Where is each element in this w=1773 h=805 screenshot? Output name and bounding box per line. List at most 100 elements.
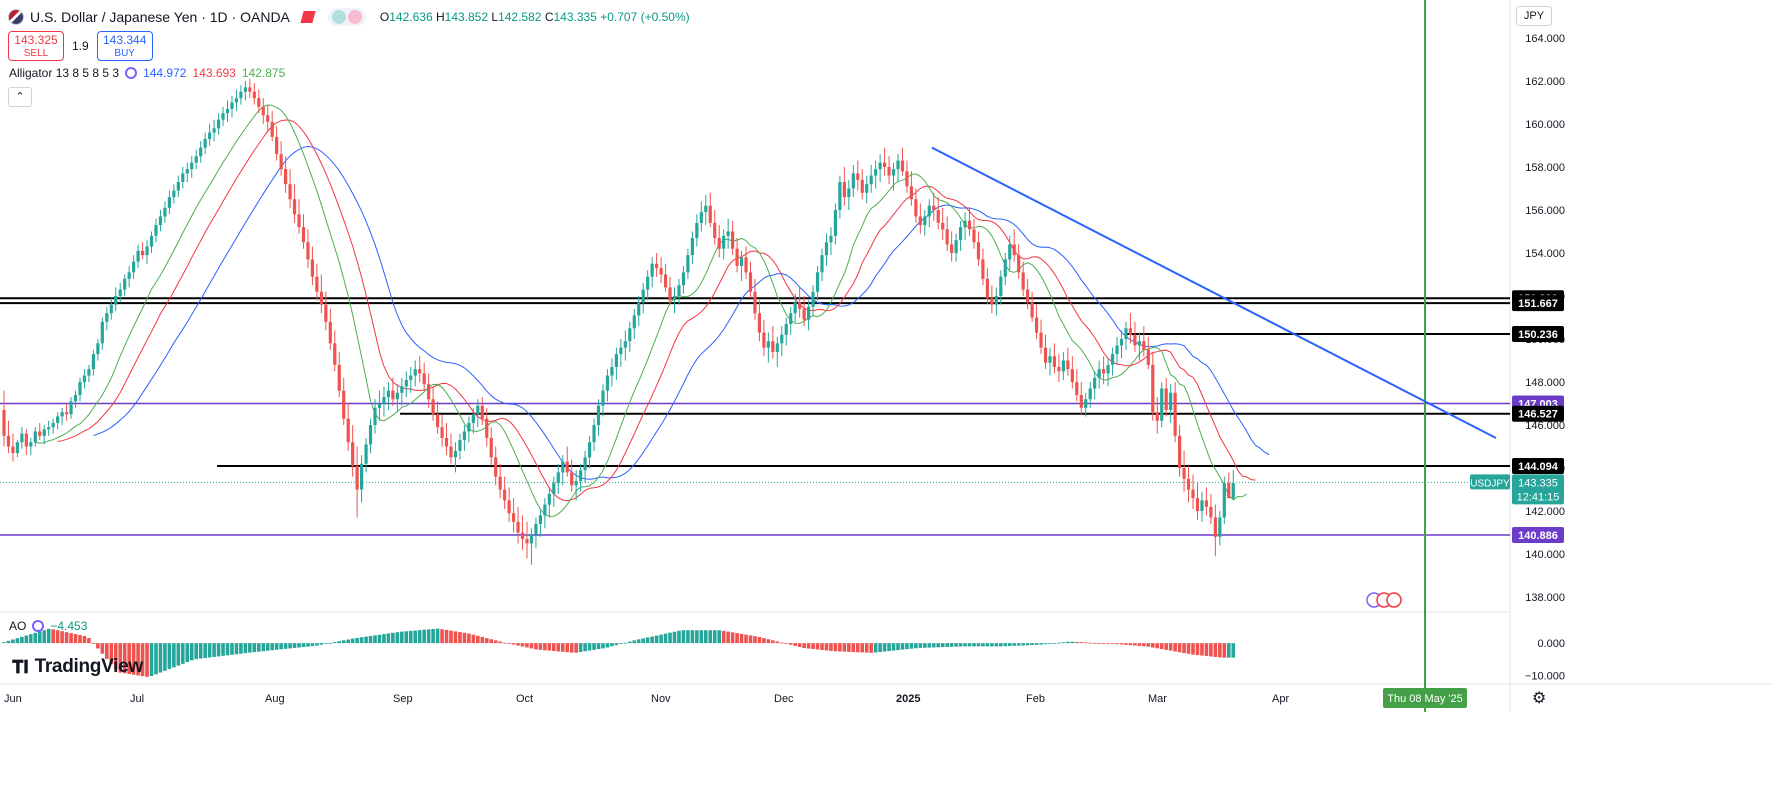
ao-bar	[1209, 643, 1213, 657]
date-marker-label: Thu 08 May '25	[1387, 693, 1462, 705]
candle-body	[498, 476, 502, 490]
candle-body	[440, 427, 444, 438]
ao-bar	[131, 643, 136, 675]
ohlc-low-label: L	[491, 10, 499, 24]
alligator-lips-value: 142.875	[241, 66, 286, 80]
ao-bar	[163, 643, 167, 671]
candle-body	[972, 229, 976, 243]
ao-bar	[905, 643, 909, 650]
candle-body	[914, 199, 918, 217]
candle-body	[534, 523, 538, 535]
trendline-group[interactable]	[931, 146, 1497, 439]
ao-bar	[444, 629, 449, 644]
ao-bar	[91, 643, 96, 644]
ao-bar	[659, 634, 663, 644]
ao-bar	[395, 632, 400, 644]
buy-button[interactable]: 143.344 BUY	[96, 31, 153, 61]
ao-bar	[1052, 643, 1057, 644]
candle-body	[15, 442, 20, 454]
candle-body	[990, 298, 994, 305]
ao-bar	[198, 643, 203, 659]
candle-body	[869, 175, 873, 185]
candle-body	[494, 457, 498, 477]
candle-body	[1227, 483, 1231, 499]
ao-bar	[194, 643, 199, 660]
candle-body	[1218, 517, 1222, 537]
candle-body	[467, 422, 471, 432]
ao-bar	[453, 631, 458, 644]
ohlc-close: 143.335	[553, 10, 597, 24]
candle-body	[1034, 317, 1039, 333]
ao-bar	[82, 635, 87, 644]
ao-bar	[292, 643, 297, 648]
candle-body	[324, 304, 328, 322]
ao-bar	[516, 643, 520, 646]
gear-icon[interactable]: ⚙	[1532, 690, 1547, 707]
candle-body	[1209, 506, 1213, 518]
candle-body	[1155, 412, 1159, 421]
candle-body	[708, 205, 712, 223]
symbol-title[interactable]: U.S. Dollar / Japanese Yen · 1D · OANDA	[30, 9, 290, 25]
candle-body	[1133, 334, 1137, 346]
candle-body	[56, 416, 60, 423]
candle-body	[1204, 500, 1209, 507]
alligator-lips-line	[35, 104, 1247, 517]
alligator-jaw-line	[93, 145, 1270, 480]
buy-label: BUY	[114, 48, 135, 59]
ao-bar	[779, 642, 784, 644]
candle-body	[364, 444, 368, 464]
market-status-icon	[300, 11, 316, 23]
ao-bar	[556, 643, 561, 652]
ao-bar	[408, 630, 413, 644]
time-axis[interactable]: Jun Jul Aug Sep Oct Nov Dec 2025 Feb Mar Apr	[4, 693, 1289, 705]
candle-body	[1079, 394, 1083, 408]
ao-bar	[525, 643, 529, 648]
ao-bar	[592, 643, 596, 650]
ao-bar	[355, 637, 359, 644]
symbol-badge	[1470, 474, 1510, 490]
candle-body	[632, 315, 636, 329]
ao-bar	[511, 643, 516, 645]
indicator-toggle-pill[interactable]	[327, 8, 366, 26]
ao-bar	[337, 641, 342, 644]
alligator-legend[interactable]: Alligator 13 8 5 8 5 3 144.972 143.693 1…	[9, 66, 285, 80]
ao-legend[interactable]: AO −4.453	[9, 619, 87, 633]
ao-bar	[614, 643, 619, 646]
sell-label: SELL	[23, 48, 49, 59]
ao-bar	[328, 642, 333, 644]
ao-bar	[118, 643, 123, 673]
currency-button[interactable]: JPY	[1516, 6, 1552, 26]
collapse-legend-chevron-up-icon[interactable]: ⌃	[8, 87, 32, 107]
ao-bar	[248, 643, 252, 653]
candle-body	[1021, 272, 1025, 290]
ao-bar	[940, 643, 945, 648]
candle-body	[1043, 347, 1048, 363]
ao-bar	[105, 643, 109, 659]
ao-bar	[1092, 642, 1097, 644]
ao-settings-icon[interactable]	[32, 620, 45, 632]
candle-body	[762, 332, 766, 348]
tradingview-logo[interactable]: 𝐓𝐈 TradingView	[12, 656, 143, 678]
ao-bar	[958, 643, 963, 647]
ao-bar	[896, 643, 900, 651]
ao-bar	[377, 634, 382, 644]
ao-bar	[730, 632, 735, 644]
candle-body	[784, 323, 788, 335]
ao-bar	[502, 642, 507, 644]
ao-bar	[1182, 643, 1186, 654]
sell-button[interactable]: 143.325 SELL	[8, 31, 64, 61]
candle-body	[163, 207, 167, 217]
ao-bar	[574, 643, 578, 653]
candle-body	[1088, 388, 1092, 400]
ao-bar	[560, 643, 565, 652]
us-jp-flag-icon	[8, 9, 24, 25]
candle-body	[368, 425, 373, 445]
candle-body	[427, 384, 431, 400]
candle-body	[333, 343, 337, 365]
ao-bar	[806, 643, 811, 649]
indicator-settings-icon[interactable]	[125, 67, 138, 79]
candle-body	[444, 437, 449, 447]
candle-body	[266, 115, 270, 122]
ao-bar	[301, 643, 306, 648]
